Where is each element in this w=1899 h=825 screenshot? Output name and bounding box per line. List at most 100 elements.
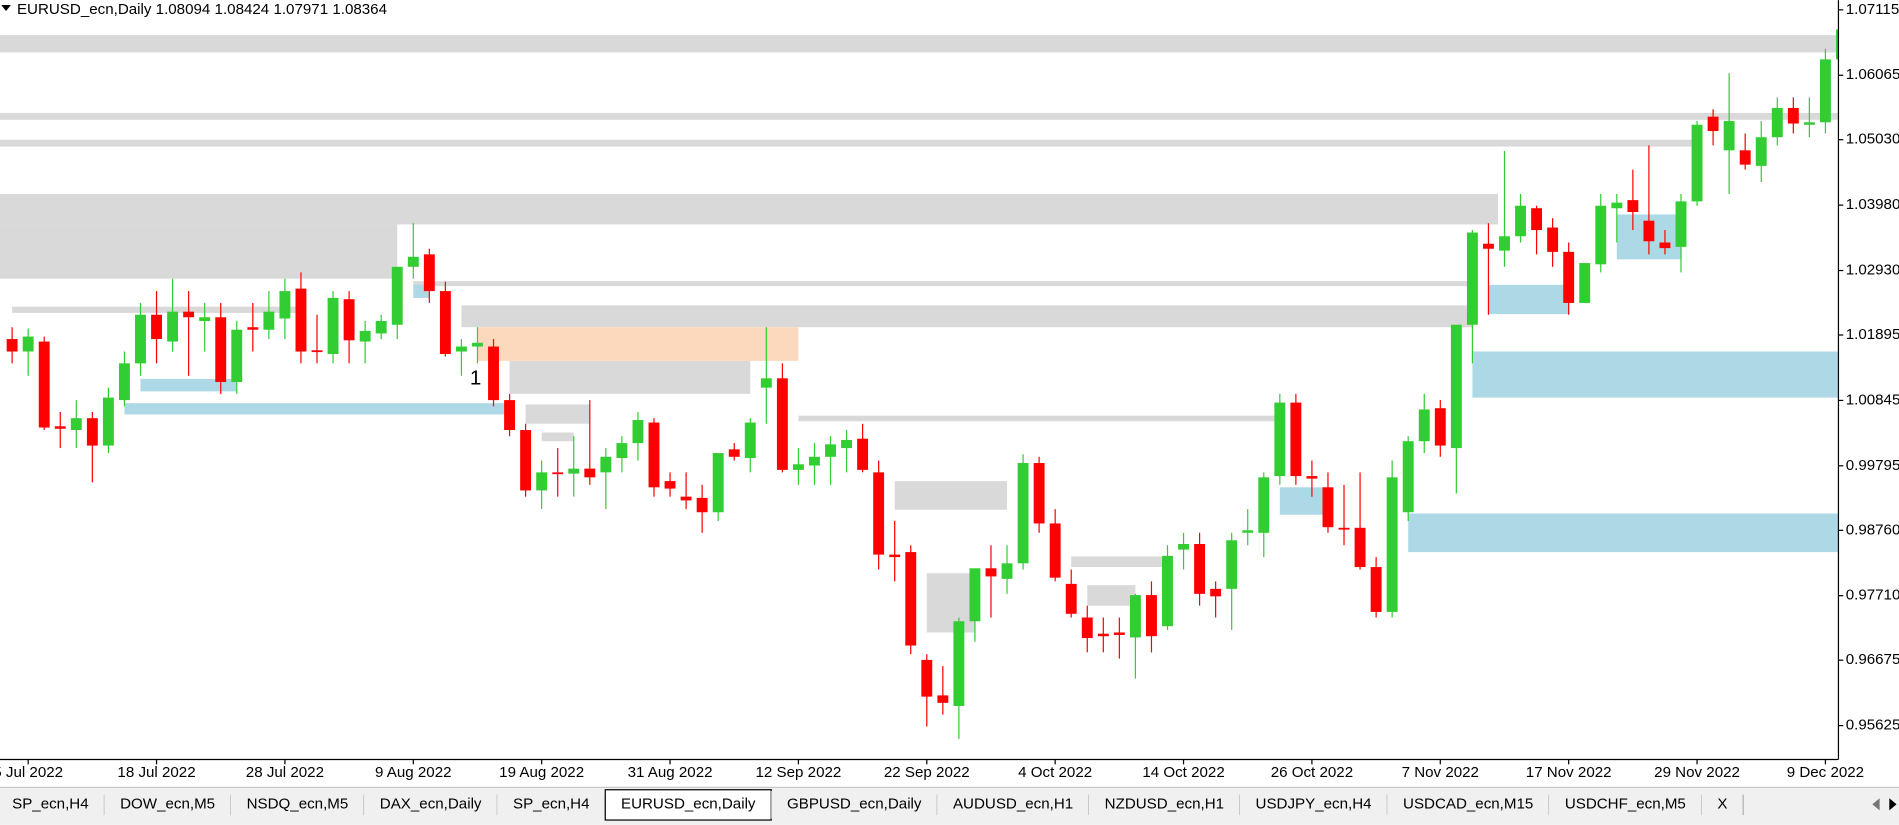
tab-label[interactable]: AUDUSD_ecn,H1 bbox=[953, 795, 1073, 812]
zone bbox=[798, 415, 1280, 422]
candle-body bbox=[536, 472, 548, 491]
x-tick-label: 29 Nov 2022 bbox=[1654, 764, 1740, 781]
candle-body bbox=[1226, 540, 1238, 589]
candle-body bbox=[86, 418, 98, 446]
candle-body bbox=[1563, 251, 1575, 303]
x-tick-label: 18 Jul 2022 bbox=[117, 764, 195, 781]
candle-body bbox=[1723, 121, 1735, 151]
candle-body bbox=[1803, 122, 1815, 125]
candle-body bbox=[1306, 476, 1318, 479]
scroll-right[interactable] bbox=[1889, 798, 1897, 811]
tab[interactable] bbox=[1387, 790, 1550, 819]
y-tick-label: 1.03980 bbox=[1846, 196, 1899, 213]
candle-body bbox=[841, 439, 853, 449]
zone bbox=[0, 112, 1839, 120]
candle-body bbox=[1659, 242, 1671, 249]
tab-label[interactable]: NSDQ_ecn,M5 bbox=[247, 795, 349, 812]
tab-label[interactable]: SP_ecn,H4 bbox=[12, 795, 89, 812]
candle-body bbox=[311, 350, 323, 353]
tab[interactable] bbox=[104, 790, 231, 819]
candle-body bbox=[905, 552, 917, 646]
tab-label[interactable]: DOW_ecn,M5 bbox=[120, 795, 215, 812]
tab-label[interactable]: SP_ecn,H4 bbox=[513, 795, 590, 812]
candle-body bbox=[1418, 409, 1430, 442]
candle-body bbox=[70, 418, 82, 431]
tab-label[interactable]: X bbox=[1717, 795, 1727, 812]
zone bbox=[894, 481, 1008, 510]
candle-body bbox=[1627, 200, 1639, 212]
zone bbox=[0, 139, 1698, 147]
candle-body bbox=[584, 468, 596, 478]
zone bbox=[477, 327, 799, 361]
candle-body bbox=[1274, 402, 1286, 477]
candle-body bbox=[1643, 220, 1655, 242]
tab[interactable] bbox=[230, 790, 365, 819]
y-tick-label: 0.98760 bbox=[1846, 521, 1899, 538]
candle-body bbox=[889, 554, 901, 558]
tabs: SP_ecn,H4 DOW_ecn,M5 NSDQ_ecn,M5 DAX_ecn,Da… bbox=[0, 789, 1744, 821]
candle-body bbox=[1531, 208, 1543, 231]
tab-label[interactable]: USDCHF_ecn,M5 bbox=[1565, 795, 1686, 812]
candle-body bbox=[1129, 595, 1141, 638]
tab-label[interactable]: DAX_ecn,Daily bbox=[380, 795, 482, 812]
candle-body bbox=[680, 496, 692, 501]
tab-label[interactable]: USDJPY_ecn,H4 bbox=[1256, 795, 1372, 812]
tab[interactable] bbox=[1088, 790, 1240, 819]
candle-body bbox=[1482, 243, 1494, 249]
zone bbox=[0, 224, 398, 279]
candle-body bbox=[857, 438, 869, 470]
candle-body bbox=[1097, 633, 1109, 637]
tab[interactable] bbox=[604, 789, 772, 821]
candle-body bbox=[279, 291, 291, 319]
tab[interactable] bbox=[1701, 790, 1744, 819]
annotation: 1 bbox=[470, 367, 481, 390]
candle-body bbox=[1787, 107, 1799, 124]
tab[interactable] bbox=[364, 790, 498, 819]
candle-body bbox=[1836, 29, 1839, 60]
zone bbox=[1279, 487, 1328, 515]
candle-body bbox=[1354, 527, 1366, 568]
candle-body bbox=[263, 311, 275, 330]
x-tick-label: 19 Aug 2022 bbox=[499, 764, 584, 781]
tab-label[interactable]: NZDUSD_ecn,H1 bbox=[1105, 795, 1224, 812]
header-arrow bbox=[1, 4, 11, 12]
tab-label[interactable]: GBPUSD_ecn,Daily bbox=[787, 795, 922, 812]
scroll-left[interactable] bbox=[1872, 798, 1880, 811]
candle-body bbox=[1322, 487, 1334, 528]
tab[interactable] bbox=[1239, 790, 1388, 819]
y-tick-label: 1.06065 bbox=[1846, 66, 1899, 83]
zone bbox=[1488, 284, 1569, 315]
candle-body bbox=[391, 266, 403, 325]
candle-body bbox=[359, 330, 371, 342]
zone bbox=[0, 35, 1839, 53]
tab[interactable] bbox=[1549, 790, 1702, 819]
candle-body bbox=[520, 430, 532, 491]
x-tick-label: 4 Oct 2022 bbox=[1018, 764, 1092, 781]
candle-body bbox=[1611, 202, 1623, 209]
candle-body bbox=[1771, 107, 1783, 138]
candle-body bbox=[776, 378, 788, 470]
x-tick-label: 9 Dec 2022 bbox=[1787, 764, 1864, 781]
candle-body bbox=[343, 299, 355, 341]
tab-label[interactable]: USDCAD_ecn,M15 bbox=[1403, 795, 1533, 812]
tab[interactable] bbox=[771, 790, 938, 819]
tab-label[interactable]: EURUSD_ecn,Daily bbox=[621, 795, 756, 812]
zone bbox=[413, 281, 1473, 287]
tab[interactable] bbox=[497, 790, 606, 819]
candle-body bbox=[648, 422, 660, 488]
candle-body bbox=[455, 346, 467, 352]
header-high: 1.08424 bbox=[215, 1, 270, 18]
candle-body bbox=[1210, 588, 1222, 597]
y-tick-label: 0.97710 bbox=[1846, 587, 1899, 604]
x-tick-label: 7 Nov 2022 bbox=[1402, 764, 1479, 781]
tab[interactable] bbox=[937, 790, 1089, 819]
x-tick-label: 26 Oct 2022 bbox=[1271, 764, 1353, 781]
tab[interactable] bbox=[0, 790, 105, 819]
x-tick-label: 5 Jul 2022 bbox=[0, 764, 63, 781]
candle-body bbox=[1675, 201, 1687, 247]
candle-body bbox=[1499, 236, 1510, 251]
candle-body bbox=[1370, 567, 1382, 612]
y-tick-label: 1.01895 bbox=[1846, 326, 1899, 343]
candle-body bbox=[1402, 441, 1414, 513]
